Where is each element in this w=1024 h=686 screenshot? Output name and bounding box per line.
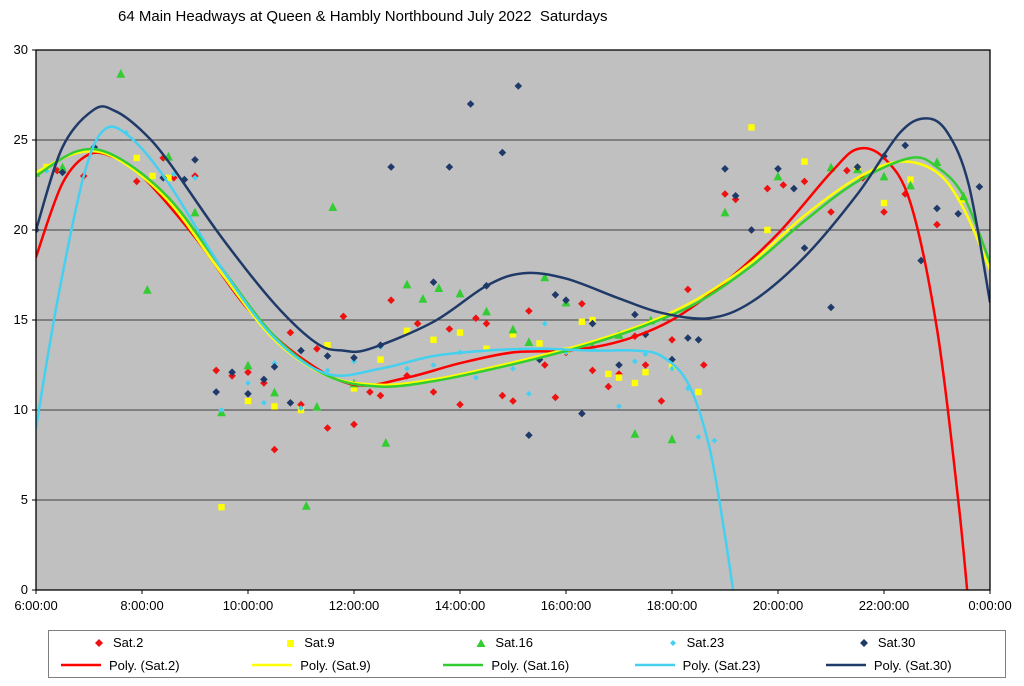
small-diamond-marker-icon: [669, 639, 676, 646]
line-sample-icon: [443, 664, 484, 667]
legend-row-markers: Sat.2 Sat.9 Sat.16 Sat.23 Sat.30: [49, 632, 1005, 654]
trend-poly-sat-23-: [36, 125, 735, 590]
x-tick-label: 22:00:00: [859, 598, 910, 613]
x-tick-label: 20:00:00: [753, 598, 804, 613]
legend-label-sat30: Sat.30: [877, 635, 916, 651]
x-axis-labels: 6:00:00 8:00:00 10:00:00 12:00:00 14:00:00 16…: [14, 590, 1012, 613]
legend-item-poly-sat9: Poly. (Sat.9): [240, 658, 431, 673]
legend-label-sat23: Sat.23: [686, 635, 725, 651]
chart-title: 64 Main Headways at Queen & Hambly North…: [118, 8, 608, 25]
y-tick-label: 30: [14, 42, 28, 57]
plot-border: [35, 49, 991, 591]
triangle-marker-icon: [476, 638, 486, 647]
line-sample-icon: [634, 664, 675, 667]
x-tick-label: 6:00:00: [14, 598, 57, 613]
legend-label-poly-sat9: Poly. (Sat.9): [300, 657, 371, 673]
legend-label-poly-sat30: Poly. (Sat.30): [873, 657, 952, 673]
diamond-marker-icon: [95, 638, 103, 647]
legend-item-poly-sat16: Poly. (Sat.16): [431, 658, 622, 673]
line-sample-icon: [252, 664, 293, 667]
line-sample-icon: [61, 664, 101, 667]
legend-item-poly-sat2: Poly. (Sat.2): [49, 658, 240, 673]
legend-label-poly-sat23: Poly. (Sat.23): [682, 657, 761, 673]
x-tick-label: 10:00:00: [223, 598, 274, 613]
y-tick-label: 5: [21, 492, 28, 507]
legend-item-sat16: Sat.16: [431, 635, 622, 650]
diamond-marker-icon: [859, 638, 868, 647]
x-tick-label: 14:00:00: [435, 598, 486, 613]
square-marker-icon: [287, 639, 295, 647]
y-tick-label: 15: [14, 312, 28, 327]
chart-plot: 0 5 10 15 20 25 30 6:00:00 8:00:00 10:00:00 12:00:…: [14, 42, 1012, 613]
trend-poly-sat-16-: [36, 147, 990, 388]
legend-item-sat23: Sat.23: [623, 635, 814, 650]
legend-item-sat9: Sat.9: [240, 635, 431, 650]
x-tick-label: 0:00:00: [968, 598, 1011, 613]
legend-item-sat30: Sat.30: [814, 635, 1005, 650]
legend-item-poly-sat23: Poly. (Sat.23): [623, 658, 814, 673]
x-tick-label: 18:00:00: [647, 598, 698, 613]
line-sample-icon: [825, 664, 866, 667]
legend-label-sat2: Sat.2: [113, 635, 144, 651]
legend-label-poly-sat2: Poly. (Sat.2): [109, 657, 180, 673]
trend-poly-sat-30-: [36, 105, 990, 354]
y-axis-labels: 0 5 10 15 20 25 30: [14, 42, 36, 597]
trend-poly-sat-9-: [36, 149, 990, 387]
y-tick-label: 20: [14, 222, 28, 237]
chart-legend: Sat.2 Sat.9 Sat.16 Sat.23 Sat.30 Poly. (…: [48, 630, 1006, 678]
legend-label-poly-sat16: Poly. (Sat.16): [491, 657, 570, 673]
x-tick-label: 12:00:00: [329, 598, 380, 613]
y-tick-label: 25: [14, 132, 28, 147]
legend-item-sat2: Sat.2: [49, 635, 240, 650]
y-tick-label: 10: [14, 402, 28, 417]
legend-row-lines: Poly. (Sat.2) Poly. (Sat.9) Poly. (Sat.1…: [49, 654, 1005, 676]
x-tick-label: 16:00:00: [541, 598, 592, 613]
y-tick-label: 0: [21, 582, 28, 597]
x-tick-label: 8:00:00: [120, 598, 163, 613]
legend-label-sat9: Sat.9: [304, 635, 335, 651]
legend-item-poly-sat30: Poly. (Sat.30): [814, 658, 1005, 673]
legend-label-sat16: Sat.16: [495, 635, 533, 651]
